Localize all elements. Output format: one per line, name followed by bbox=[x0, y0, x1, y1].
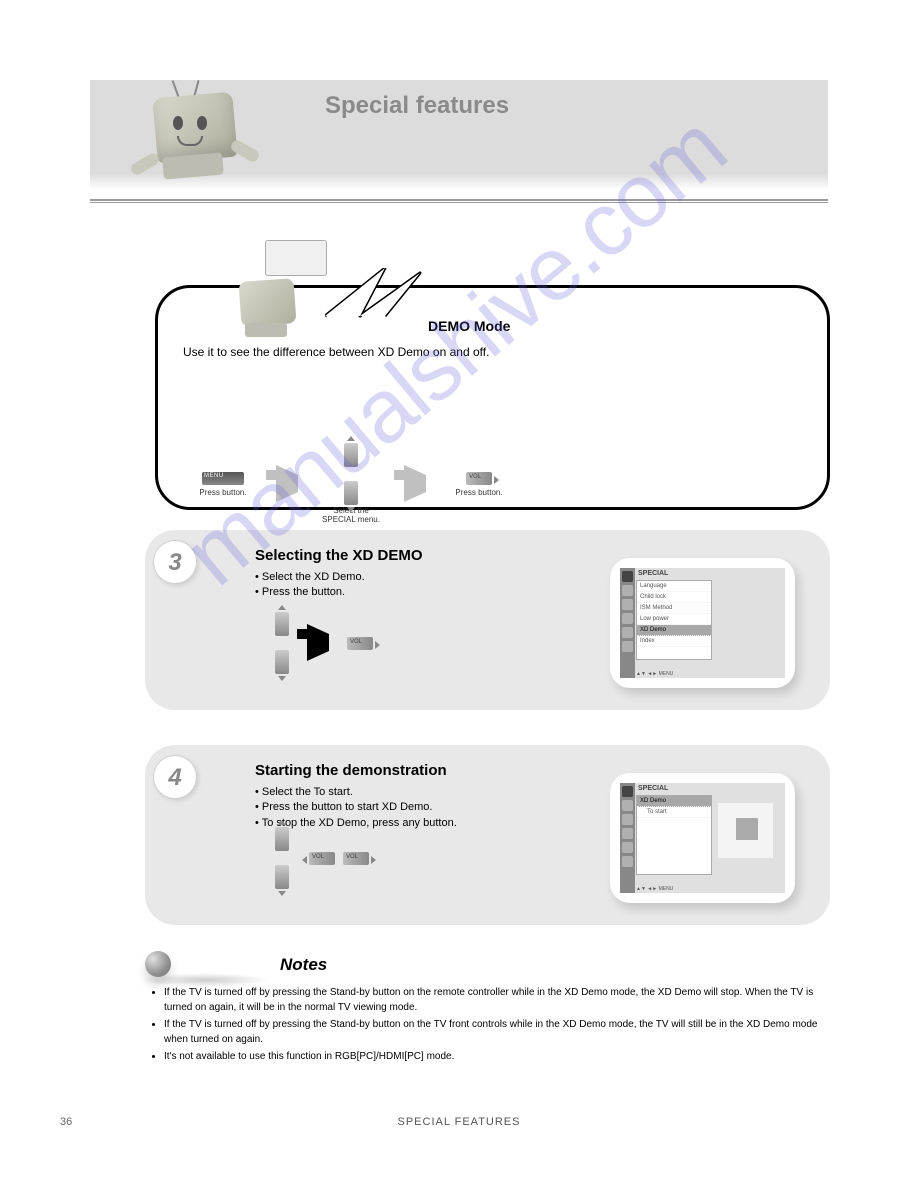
step-text: • Select the To start. • Press the butto… bbox=[255, 785, 575, 831]
ch-down-button-icon bbox=[275, 865, 289, 889]
note-item: If the TV is turned off by pressing the … bbox=[164, 1017, 830, 1047]
orb-icon bbox=[145, 951, 171, 977]
step-title: Starting the demonstration bbox=[255, 762, 447, 779]
mascot-tv-icon bbox=[135, 90, 265, 210]
step-card: 4 Starting the demonstration • Select th… bbox=[145, 745, 830, 925]
osd-sidebar bbox=[620, 568, 635, 678]
mascot-sign-icon bbox=[215, 245, 335, 355]
osd-screenshot: SPECIAL Language Child lock ISM Method L… bbox=[610, 558, 795, 688]
osd-row-selected: XD Demo bbox=[637, 625, 711, 636]
osd-title: SPECIAL bbox=[638, 785, 668, 792]
vol-right-button-icon bbox=[343, 852, 369, 865]
vol-right-button-icon bbox=[466, 472, 492, 485]
demo-bubble: DEMO Mode Use it to see the difference b… bbox=[155, 270, 830, 510]
osd-row-selected: XD Demo bbox=[637, 796, 711, 807]
bubble-tail-icon bbox=[325, 268, 445, 318]
step-icons bbox=[275, 612, 373, 674]
osd-row: Language bbox=[637, 581, 711, 592]
arrow-icon bbox=[404, 475, 426, 493]
footer-text: SPECIAL FEATURES bbox=[90, 1116, 828, 1128]
menu-button-icon bbox=[202, 472, 244, 485]
ch-up-button-icon bbox=[275, 612, 289, 636]
step-title: Selecting the XD DEMO bbox=[255, 547, 423, 564]
osd-title: SPECIAL bbox=[638, 570, 668, 577]
osd-menu-panel: Language Child lock ISM Method Low power… bbox=[636, 580, 712, 660]
ch-down-button-icon bbox=[344, 481, 358, 505]
vol-left-button-icon bbox=[309, 852, 335, 865]
step-icons bbox=[275, 827, 369, 889]
step-card: 3 Selecting the XD DEMO • Select the XD … bbox=[145, 530, 830, 710]
ch-up-button-icon bbox=[275, 827, 289, 851]
osd-row: Index bbox=[637, 636, 711, 647]
note-item: It's not available to use this function … bbox=[164, 1049, 830, 1064]
notes-title: Notes bbox=[280, 955, 830, 975]
vol-caption: Press button. bbox=[444, 489, 514, 498]
osd-row: Low power bbox=[637, 614, 711, 625]
bubble-button-row: Press button. Select the SPECIAL menu. P… bbox=[188, 443, 514, 525]
page-number: 36 bbox=[60, 1116, 72, 1128]
step-number: 3 bbox=[153, 540, 197, 584]
note-item: If the TV is turned off by pressing the … bbox=[164, 985, 830, 1015]
osd-menu-panel: XD Demo To start bbox=[636, 795, 712, 875]
menu-caption: Press button. bbox=[188, 489, 258, 498]
osd-sidebar bbox=[620, 783, 635, 893]
step-text: • Select the XD Demo. • Press the button… bbox=[255, 570, 575, 601]
ch-up-button-icon bbox=[344, 443, 358, 467]
notes-section: Notes If the TV is turned off by pressin… bbox=[150, 955, 830, 1066]
osd-hint: ▲▼ ◄► MENU bbox=[636, 671, 673, 677]
osd-hint: ▲▼ ◄► MENU bbox=[636, 886, 673, 892]
vol-right-button-icon bbox=[347, 637, 373, 650]
bubble-title: DEMO Mode bbox=[428, 318, 510, 334]
osd-row: Child lock bbox=[637, 592, 711, 603]
page-title: Special features bbox=[325, 92, 509, 120]
arrow-icon bbox=[276, 475, 298, 493]
step-number: 4 bbox=[153, 755, 197, 799]
ch-down-button-icon bbox=[275, 650, 289, 674]
arrow-icon bbox=[307, 634, 329, 652]
osd-row: ISM Method bbox=[637, 603, 711, 614]
osd-sub-row: To start bbox=[637, 807, 711, 818]
osd-preview bbox=[718, 803, 773, 858]
osd-screenshot: SPECIAL XD Demo To start ▲▼ ◄► MENU bbox=[610, 773, 795, 903]
